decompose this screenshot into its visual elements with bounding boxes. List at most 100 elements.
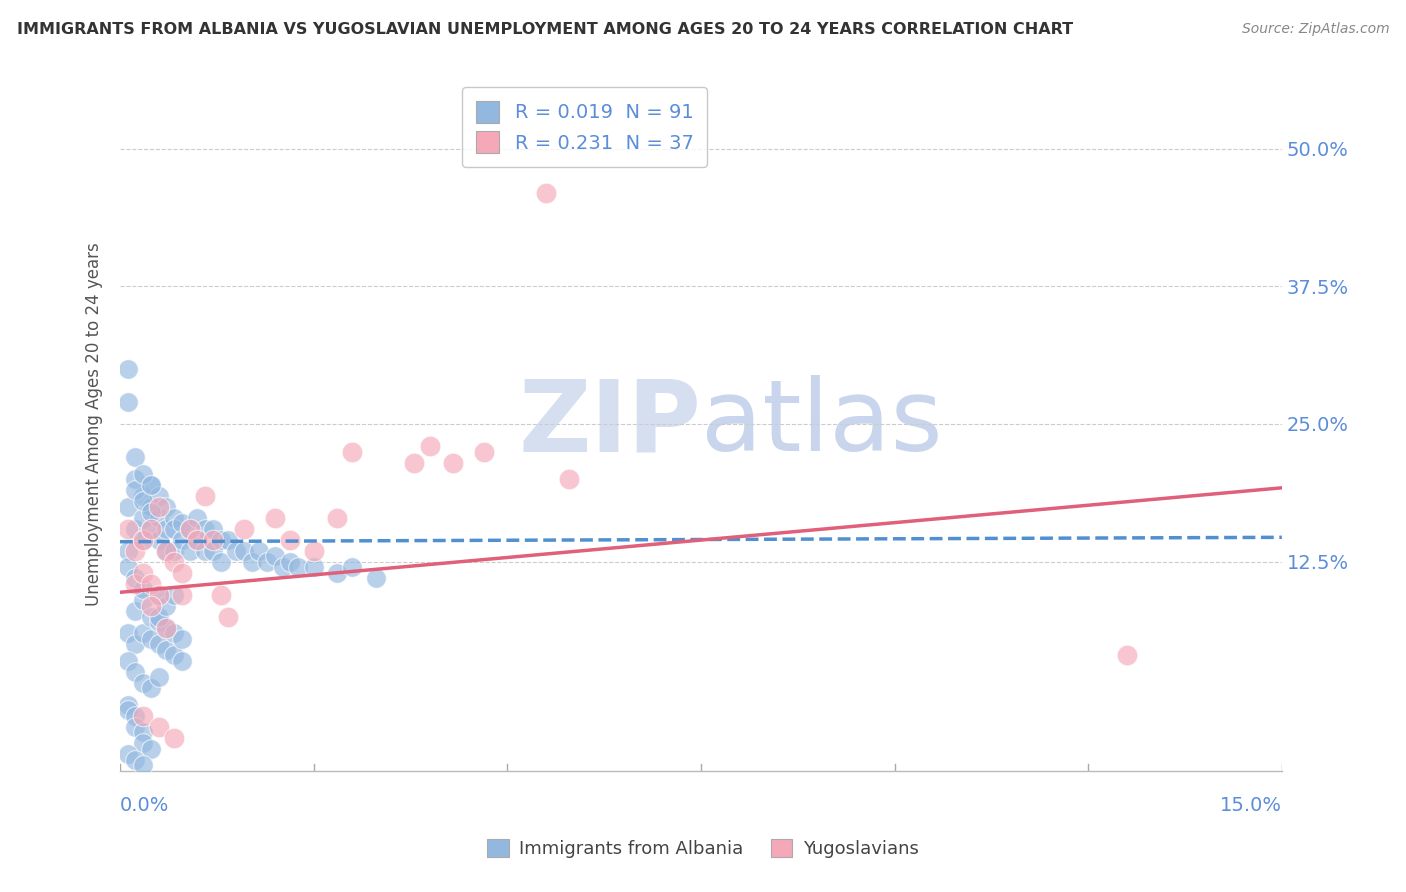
Point (232, 522, 254, 536)
Point (194, 522, 217, 536)
Point (201, 543, 224, 558)
Text: IMMIGRANTS FROM ALBANIA VS YUGOSLAVIAN UNEMPLOYMENT AMONG AGES 20 TO 24 YEARS CO: IMMIGRANTS FROM ALBANIA VS YUGOSLAVIAN U… (17, 22, 1073, 37)
Point (139, 609, 162, 624)
Point (124, 483, 146, 497)
Point (117, 560, 139, 574)
Point (280, 533, 302, 547)
Point (1116, 648, 1139, 662)
Point (139, 477, 162, 491)
Point (186, 510, 208, 524)
Point (342, 560, 364, 574)
Point (256, 555, 278, 569)
Point (163, 648, 186, 662)
Point (148, 500, 170, 514)
Point (155, 543, 177, 558)
Point (148, 510, 170, 524)
Point (179, 522, 201, 536)
Point (139, 741, 162, 756)
Point (139, 681, 162, 695)
Point (163, 555, 186, 569)
Point (132, 467, 155, 481)
Point (117, 698, 139, 712)
Point (201, 522, 224, 536)
Point (148, 588, 170, 602)
Point (132, 533, 155, 547)
Point (170, 654, 193, 668)
Point (225, 543, 247, 558)
Point (302, 560, 325, 574)
Point (170, 588, 193, 602)
Point (472, 444, 495, 458)
Point (558, 472, 581, 486)
Point (326, 510, 349, 524)
Point (124, 637, 146, 651)
Point (132, 725, 155, 739)
Point (148, 670, 170, 684)
Point (132, 736, 155, 750)
Point (132, 626, 155, 640)
Point (132, 566, 155, 580)
Y-axis label: Unemployment Among Ages 20 to 24 years: Unemployment Among Ages 20 to 24 years (86, 242, 103, 606)
Point (124, 571, 146, 585)
Point (139, 505, 162, 519)
Point (124, 576, 146, 591)
Point (170, 632, 193, 646)
Point (209, 533, 232, 547)
Point (155, 621, 177, 635)
Legend: R = 0.019  N = 91, R = 0.231  N = 37: R = 0.019 N = 91, R = 0.231 N = 37 (463, 87, 707, 167)
Point (124, 708, 146, 723)
Point (342, 444, 364, 458)
Point (404, 456, 426, 470)
Point (280, 555, 302, 569)
Point (155, 599, 177, 613)
Point (117, 395, 139, 409)
Point (139, 477, 162, 491)
Point (117, 747, 139, 761)
Point (132, 533, 155, 547)
Point (217, 609, 239, 624)
Point (155, 543, 177, 558)
Point (287, 560, 309, 574)
Point (117, 703, 139, 717)
Point (264, 549, 287, 563)
Point (163, 522, 186, 536)
Point (209, 555, 232, 569)
Point (209, 588, 232, 602)
Point (441, 456, 464, 470)
Point (232, 543, 254, 558)
Point (139, 500, 162, 514)
Point (132, 510, 155, 524)
Point (139, 632, 162, 646)
Point (148, 588, 170, 602)
Point (186, 533, 208, 547)
Point (163, 510, 186, 524)
Point (124, 753, 146, 767)
Point (139, 522, 162, 536)
Point (117, 362, 139, 376)
Point (155, 522, 177, 536)
Point (124, 450, 146, 464)
Point (155, 642, 177, 657)
Point (302, 543, 325, 558)
Point (163, 626, 186, 640)
Point (148, 609, 170, 624)
Point (179, 522, 201, 536)
Point (155, 621, 177, 635)
Point (148, 533, 170, 547)
Point (117, 654, 139, 668)
Point (179, 543, 201, 558)
Point (170, 533, 193, 547)
Point (124, 543, 146, 558)
Point (124, 604, 146, 618)
Point (124, 665, 146, 679)
Point (124, 522, 146, 536)
Point (132, 593, 155, 607)
Point (117, 522, 139, 536)
Point (170, 566, 193, 580)
Point (132, 758, 155, 772)
Point (194, 489, 217, 503)
Point (264, 510, 287, 524)
Point (148, 637, 170, 651)
Point (364, 571, 387, 585)
Point (201, 533, 224, 547)
